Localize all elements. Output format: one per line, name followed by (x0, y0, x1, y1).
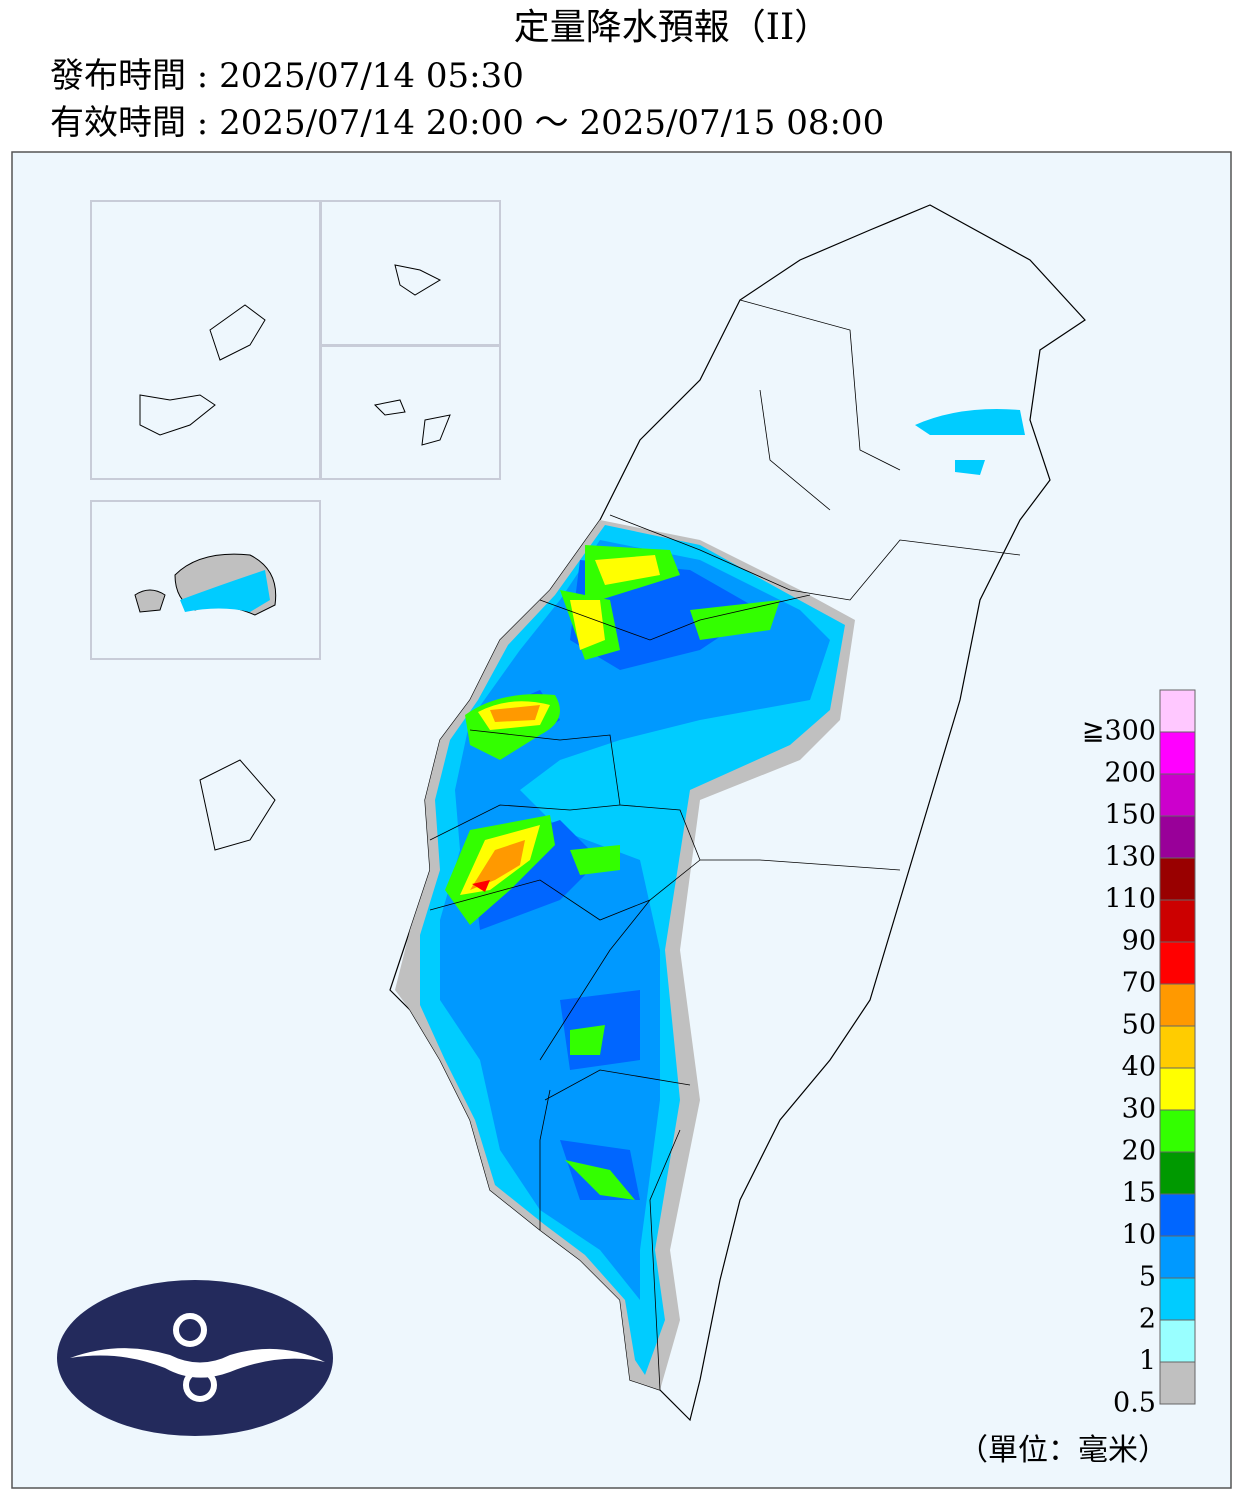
legend-unit: （單位：毫米） (958, 1433, 1168, 1468)
legend-label: 0.5 (1113, 1388, 1156, 1419)
legend-swatch (1159, 731, 1196, 775)
legend-swatch (1159, 857, 1196, 901)
legend-label: 50 (1122, 1010, 1156, 1041)
penghu-rain (180, 570, 270, 612)
insets (90, 200, 501, 660)
legend-label: 2 (1139, 1304, 1156, 1335)
legend-swatch (1159, 899, 1196, 943)
title: 定量降水預報（II） (514, 7, 830, 48)
rain-field (395, 409, 1025, 1390)
cwa-logo (57, 1280, 333, 1436)
legend-swatch (1159, 1109, 1196, 1153)
legend-label: 150 (1104, 800, 1156, 831)
legend-label: 5 (1139, 1262, 1156, 1293)
legend-swatch (1159, 1151, 1196, 1195)
legend-swatch (1159, 773, 1196, 817)
valid-time: 有效時間 : 2025/07/14 20:00 ～ 2025/07/15 08:… (50, 103, 884, 143)
issued-time: 發布時間 : 2025/07/14 05:30 (50, 56, 524, 96)
legend-swatch (1159, 1067, 1196, 1111)
legend-label: ≧300 (1082, 716, 1156, 747)
legend-swatch (1159, 1277, 1196, 1321)
legend-swatch (1159, 1235, 1196, 1279)
legend-label: 40 (1122, 1052, 1156, 1083)
legend-label: 110 (1104, 884, 1156, 915)
legend-label: 1 (1139, 1346, 1156, 1377)
legend-swatch (1159, 1193, 1196, 1237)
legend: ≧300 200 150 130 110 90 70 50 40 30 20 15 10 5 2 1 0.5 (1082, 689, 1196, 1419)
legend-label: 70 (1122, 968, 1156, 999)
legend-swatch (1159, 1025, 1196, 1069)
county-borders (429, 299, 1021, 1391)
legend-swatch (1159, 689, 1196, 733)
legend-swatch (1159, 1361, 1196, 1405)
legend-label: 30 (1122, 1094, 1156, 1125)
legend-swatch (1159, 941, 1196, 985)
legend-swatch (1159, 815, 1196, 859)
legend-label: 10 (1122, 1220, 1156, 1251)
legend-label: 90 (1122, 926, 1156, 957)
legend-swatch (1159, 1319, 1196, 1363)
islands (139, 264, 451, 851)
legend-swatch (1159, 983, 1196, 1027)
legend-label: 130 (1104, 842, 1156, 873)
legend-label: 200 (1104, 758, 1156, 789)
legend-label: 15 (1122, 1178, 1156, 1209)
legend-label: 20 (1122, 1136, 1156, 1167)
